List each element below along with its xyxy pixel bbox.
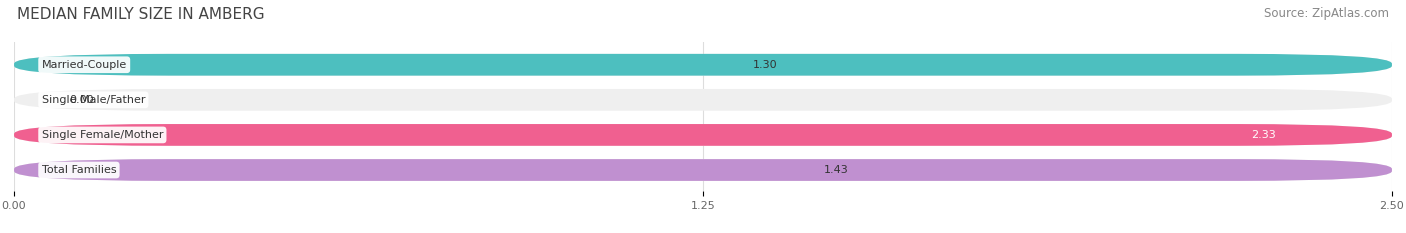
Text: 0.00: 0.00 xyxy=(69,95,94,105)
Text: Single Female/Mother: Single Female/Mother xyxy=(42,130,163,140)
Text: Total Families: Total Families xyxy=(42,165,117,175)
Text: 1.30: 1.30 xyxy=(752,60,778,70)
FancyBboxPatch shape xyxy=(14,54,1392,76)
Text: Source: ZipAtlas.com: Source: ZipAtlas.com xyxy=(1264,7,1389,20)
FancyBboxPatch shape xyxy=(14,124,1392,146)
Text: MEDIAN FAMILY SIZE IN AMBERG: MEDIAN FAMILY SIZE IN AMBERG xyxy=(17,7,264,22)
Text: 2.33: 2.33 xyxy=(1251,130,1277,140)
FancyBboxPatch shape xyxy=(14,124,1392,146)
Text: 1.43: 1.43 xyxy=(824,165,849,175)
Text: Single Male/Father: Single Male/Father xyxy=(42,95,145,105)
FancyBboxPatch shape xyxy=(14,54,1392,76)
FancyBboxPatch shape xyxy=(14,159,1392,181)
FancyBboxPatch shape xyxy=(14,89,1392,111)
Text: Married-Couple: Married-Couple xyxy=(42,60,127,70)
FancyBboxPatch shape xyxy=(14,159,1392,181)
